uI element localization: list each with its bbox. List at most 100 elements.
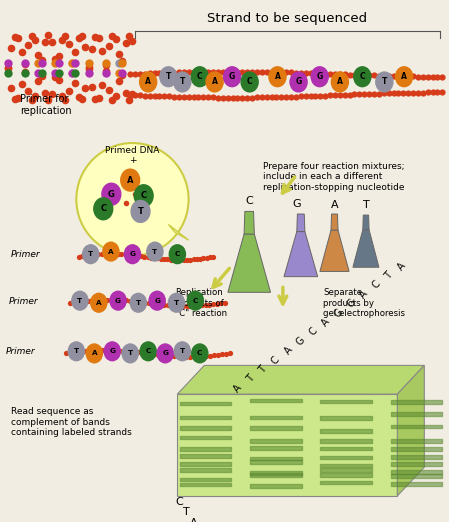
Circle shape — [104, 342, 120, 361]
Text: C: C — [175, 251, 180, 257]
Text: T: T — [166, 72, 171, 81]
Polygon shape — [168, 224, 189, 240]
Circle shape — [91, 293, 107, 312]
Circle shape — [290, 72, 307, 92]
Polygon shape — [363, 215, 369, 230]
Text: G: G — [154, 298, 160, 304]
Circle shape — [376, 72, 393, 92]
Text: Read sequence as
complement of bands
containing labeled strands: Read sequence as complement of bands con… — [11, 407, 132, 437]
Text: T: T — [382, 77, 387, 87]
Circle shape — [122, 344, 138, 363]
Circle shape — [396, 67, 413, 87]
Text: A: A — [232, 383, 244, 394]
Text: C: C — [245, 196, 253, 206]
Text: A: A — [127, 175, 133, 185]
Text: Primer: Primer — [11, 250, 40, 259]
Circle shape — [269, 67, 286, 87]
Text: A: A — [282, 345, 294, 357]
Circle shape — [110, 291, 126, 310]
Text: Separate
products by
gel electrophoresis: Separate products by gel electrophoresis — [323, 288, 405, 318]
Text: T: T — [88, 251, 93, 257]
Text: T: T — [174, 300, 179, 306]
Text: C: C — [197, 72, 202, 81]
Text: Primer for
replication: Primer for replication — [20, 94, 72, 115]
Circle shape — [134, 185, 153, 207]
Text: G: G — [317, 72, 323, 81]
Circle shape — [206, 72, 223, 92]
Circle shape — [241, 72, 258, 92]
Circle shape — [68, 342, 84, 361]
Circle shape — [354, 67, 371, 87]
Text: C: C — [145, 348, 151, 354]
Text: G: G — [345, 298, 357, 310]
Text: Replication
products of
"C" reaction: Replication products of "C" reaction — [175, 288, 227, 318]
Circle shape — [124, 245, 141, 264]
Circle shape — [331, 72, 348, 92]
Circle shape — [131, 200, 150, 222]
Text: T: T — [136, 300, 141, 306]
Text: T: T — [257, 364, 269, 375]
Text: A: A — [108, 248, 114, 255]
Circle shape — [192, 344, 208, 363]
Polygon shape — [177, 365, 424, 394]
Text: Primer: Primer — [5, 347, 35, 357]
Text: T: T — [362, 200, 370, 210]
Polygon shape — [244, 211, 254, 234]
Text: T: T — [180, 348, 185, 354]
Text: G: G — [115, 298, 121, 304]
Text: G: G — [295, 77, 302, 87]
Text: C: C — [100, 204, 106, 213]
Circle shape — [140, 342, 156, 361]
Text: A: A — [401, 72, 407, 81]
Circle shape — [102, 183, 121, 205]
Text: T: T — [152, 248, 158, 255]
Circle shape — [174, 342, 190, 361]
Text: A: A — [190, 518, 198, 522]
Text: T: T — [74, 348, 79, 354]
Text: G: G — [229, 72, 235, 81]
Polygon shape — [284, 232, 318, 277]
Polygon shape — [331, 214, 338, 230]
Circle shape — [311, 67, 328, 87]
Polygon shape — [177, 394, 397, 496]
Text: C: C — [176, 497, 184, 507]
Text: C: C — [197, 350, 202, 357]
Text: T: T — [77, 298, 83, 304]
Text: G: G — [295, 335, 307, 347]
Text: C: C — [193, 298, 198, 304]
Polygon shape — [353, 230, 379, 267]
Polygon shape — [297, 214, 305, 232]
Text: C: C — [370, 279, 382, 291]
Circle shape — [149, 291, 165, 310]
Circle shape — [187, 291, 203, 310]
Text: C: C — [141, 191, 147, 200]
Circle shape — [83, 245, 99, 264]
Circle shape — [157, 344, 173, 363]
Circle shape — [191, 67, 208, 87]
Ellipse shape — [76, 143, 189, 256]
Text: T: T — [383, 270, 395, 281]
Text: C: C — [270, 354, 282, 366]
Circle shape — [121, 169, 140, 191]
Text: A: A — [396, 260, 407, 272]
Text: A: A — [337, 77, 343, 87]
Circle shape — [168, 293, 185, 312]
Circle shape — [224, 67, 241, 87]
Text: Primer: Primer — [9, 297, 38, 306]
Text: T: T — [245, 374, 256, 385]
Text: Primed DNA
+: Primed DNA + — [105, 146, 160, 165]
Polygon shape — [228, 234, 270, 292]
Text: G: G — [332, 307, 345, 319]
Polygon shape — [397, 365, 424, 496]
Text: A: A — [96, 300, 101, 306]
Text: G: G — [108, 189, 115, 199]
Text: C: C — [308, 326, 319, 338]
Text: C: C — [360, 72, 365, 81]
Circle shape — [174, 72, 191, 92]
Text: Prepare four reaction mixtures;
include in each a different
replication-stopping: Prepare four reaction mixtures; include … — [263, 162, 404, 192]
Circle shape — [86, 344, 102, 363]
Text: G: G — [129, 251, 136, 257]
Text: T: T — [183, 507, 190, 517]
Text: A: A — [358, 289, 370, 300]
Text: A: A — [211, 77, 218, 87]
